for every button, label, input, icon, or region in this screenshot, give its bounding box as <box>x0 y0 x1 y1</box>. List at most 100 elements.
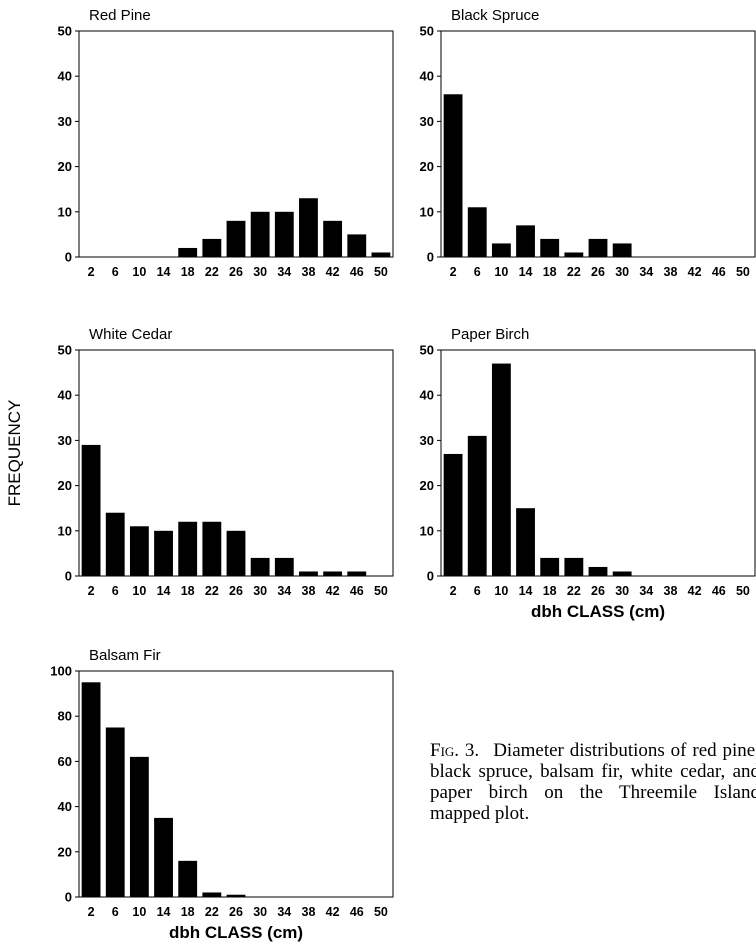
red-pine-x-tick-label: 18 <box>181 265 195 279</box>
red-pine-x-tick-label: 34 <box>277 265 291 279</box>
white-cedar-bar <box>81 444 101 576</box>
balsam-fir-bar <box>154 817 173 897</box>
balsam-fir-bar <box>81 682 101 897</box>
balsam-fir-x-tick-label: 10 <box>132 905 146 919</box>
paper-birch-plot-frame <box>440 349 756 577</box>
paper-birch-x-tick-label: 42 <box>688 584 702 598</box>
paper-birch-y-tick-label: 20 <box>420 478 434 493</box>
red-pine-y-tick-label: 0 <box>65 250 72 265</box>
black-spruce-y-tick-label: 50 <box>420 24 434 39</box>
balsam-fir-bar <box>202 892 222 897</box>
paper-birch-x-tick-label: 10 <box>494 584 508 598</box>
paper-birch-x-axis-label: dbh CLASS (cm) <box>531 602 665 621</box>
white-cedar-title: White Cedar <box>89 326 172 343</box>
paper-birch-y-tick-label: 30 <box>420 433 434 448</box>
paper-birch-x-tick-label: 50 <box>736 584 750 598</box>
red-pine-bar <box>347 234 367 257</box>
red-pine-y-tick-label: 10 <box>58 204 72 219</box>
balsam-fir-y-tick-label: 20 <box>58 844 72 859</box>
red-pine-bar <box>299 198 318 257</box>
balsam-fir-x-tick-label: 6 <box>112 905 119 919</box>
red-pine-x-tick-label: 50 <box>374 265 388 279</box>
paper-birch-x-tick-label: 14 <box>519 584 533 598</box>
paper-birch-y-tick-label: 40 <box>420 388 434 403</box>
red-pine-bar <box>202 238 222 257</box>
figure-caption: Fig. 3. Diameter distributions of red pin… <box>430 740 756 824</box>
y-axis-label: FREQUENCY <box>5 400 24 507</box>
paper-birch-x-tick-label: 46 <box>712 584 726 598</box>
red-pine-bar <box>371 252 391 257</box>
black-spruce-x-tick-label: 2 <box>450 265 457 279</box>
black-spruce-x-tick-label: 30 <box>615 265 629 279</box>
white-cedar-x-tick-label: 30 <box>253 584 267 598</box>
white-cedar-bar <box>202 521 222 576</box>
balsam-fir-y-tick-label: 40 <box>58 799 72 814</box>
white-cedar-x-tick-label: 22 <box>205 584 219 598</box>
paper-birch-x-tick-label: 30 <box>615 584 629 598</box>
balsam-fir-x-tick-label: 30 <box>253 905 267 919</box>
red-pine-x-tick-label: 22 <box>205 265 219 279</box>
white-cedar-y-tick-label: 50 <box>58 343 72 358</box>
white-cedar-x-tick-label: 50 <box>374 584 388 598</box>
white-cedar-y-tick-label: 30 <box>58 433 72 448</box>
white-cedar-x-tick-label: 42 <box>326 584 340 598</box>
black-spruce-bar <box>564 252 584 257</box>
white-cedar-bar <box>323 571 343 576</box>
black-spruce-x-tick-label: 34 <box>639 265 653 279</box>
paper-birch-x-tick-label: 34 <box>639 584 653 598</box>
balsam-fir-x-tick-label: 34 <box>277 905 291 919</box>
white-cedar-x-tick-label: 26 <box>229 584 243 598</box>
balsam-fir-x-axis-label: dbh CLASS (cm) <box>169 923 303 942</box>
white-cedar-bar <box>129 526 149 576</box>
white-cedar-x-tick-label: 2 <box>88 584 95 598</box>
red-pine-bar <box>323 220 343 257</box>
white-cedar-x-tick-label: 18 <box>181 584 195 598</box>
red-pine-x-tick-label: 46 <box>350 265 364 279</box>
red-pine-title: Red Pine <box>89 7 151 24</box>
black-spruce-bar <box>467 207 487 257</box>
red-pine-x-tick-label: 26 <box>229 265 243 279</box>
red-pine-x-tick-label: 14 <box>157 265 171 279</box>
balsam-fir-x-tick-label: 14 <box>157 905 171 919</box>
black-spruce-bar <box>516 225 535 257</box>
paper-birch-bar <box>588 566 608 576</box>
red-pine-bar <box>178 247 198 257</box>
white-cedar-bar <box>250 557 270 576</box>
balsam-fir-x-tick-label: 22 <box>205 905 219 919</box>
red-pine-x-tick-label: 42 <box>326 265 340 279</box>
white-cedar-bar <box>154 530 173 576</box>
black-spruce-y-tick-label: 0 <box>427 250 434 265</box>
red-pine-x-tick-label: 6 <box>112 265 119 279</box>
black-spruce-x-tick-label: 26 <box>591 265 605 279</box>
white-cedar-bar <box>274 557 294 576</box>
balsam-fir-title: Balsam Fir <box>89 647 161 664</box>
red-pine-y-tick-label: 20 <box>58 159 72 174</box>
black-spruce-y-tick-label: 20 <box>420 159 434 174</box>
balsam-fir-bar <box>129 756 149 897</box>
black-spruce-x-tick-label: 14 <box>519 265 533 279</box>
black-spruce-title: Black Spruce <box>451 7 539 24</box>
black-spruce-x-tick-label: 50 <box>736 265 750 279</box>
black-spruce-x-tick-label: 38 <box>664 265 678 279</box>
paper-birch-y-tick-label: 50 <box>420 343 434 358</box>
balsam-fir-y-tick-label: 80 <box>58 709 72 724</box>
balsam-fir-x-tick-label: 26 <box>229 905 243 919</box>
paper-birch-x-tick-label: 22 <box>567 584 581 598</box>
white-cedar-x-tick-label: 38 <box>302 584 316 598</box>
white-cedar-y-tick-label: 20 <box>58 478 72 493</box>
black-spruce-x-tick-label: 22 <box>567 265 581 279</box>
black-spruce-x-tick-label: 18 <box>543 265 557 279</box>
red-pine-y-tick-label: 40 <box>58 69 72 84</box>
balsam-fir-y-tick-label: 100 <box>50 664 72 679</box>
white-cedar-bar <box>299 571 318 576</box>
white-cedar-y-tick-label: 40 <box>58 388 72 403</box>
black-spruce-bar <box>540 238 560 257</box>
black-spruce-y-tick-label: 30 <box>420 114 434 129</box>
red-pine-x-tick-label: 2 <box>88 265 95 279</box>
black-spruce-x-tick-label: 10 <box>494 265 508 279</box>
